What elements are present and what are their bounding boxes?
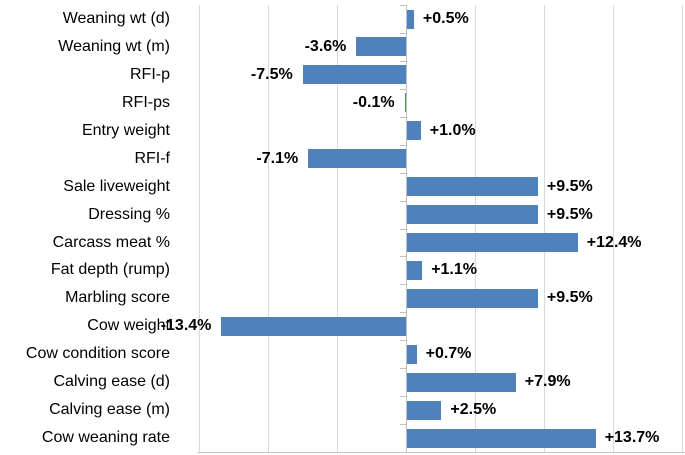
value-axis-line — [198, 452, 685, 453]
category-label: RFI-f — [134, 149, 170, 167]
gridline — [199, 5, 201, 452]
category-label: Fat depth (rump) — [50, 261, 170, 279]
category-label: Cow weaning rate — [41, 429, 170, 446]
category-tick — [400, 5, 406, 6]
gridline — [681, 5, 683, 452]
data-label: +9.5% — [546, 289, 593, 307]
category-tick — [400, 396, 406, 398]
bar — [407, 9, 414, 29]
category-label: RFI-p — [130, 65, 170, 83]
category-tick — [400, 144, 406, 146]
bar — [407, 177, 538, 197]
category-tick — [400, 284, 406, 286]
category-tick — [400, 340, 406, 342]
gridline — [612, 5, 614, 452]
category-tick — [400, 88, 406, 90]
category-tick — [400, 312, 406, 314]
category-label: Sale liveweight — [63, 177, 170, 195]
data-label: +9.5% — [546, 177, 593, 195]
bar — [407, 288, 538, 308]
category-label: RFI-ps — [122, 93, 170, 111]
category-label: Marbling score — [65, 289, 170, 307]
category-label: Weaning wt (m) — [58, 37, 170, 55]
category-tick — [400, 172, 406, 174]
category-tick — [400, 368, 406, 370]
category-tick — [400, 32, 406, 34]
category-tick — [400, 200, 406, 202]
gridline — [543, 5, 545, 452]
gridline — [268, 5, 270, 452]
bar — [407, 121, 421, 141]
category-label: Dressing % — [88, 205, 170, 223]
data-label: -7.1% — [256, 149, 299, 167]
data-label: +1.0% — [429, 121, 476, 139]
data-label: +1.1% — [431, 261, 477, 279]
bar — [404, 93, 406, 113]
data-label: +0.5% — [422, 10, 469, 27]
data-label: +7.9% — [524, 373, 571, 391]
bar — [356, 37, 406, 57]
category-label: Calving ease (m) — [49, 401, 170, 419]
category-label: Entry weight — [81, 121, 170, 139]
category-axis-line — [406, 5, 407, 452]
data-label: -7.5% — [250, 65, 293, 83]
bar — [407, 260, 423, 280]
category-tick — [400, 116, 406, 118]
data-label: -3.6% — [304, 37, 347, 55]
data-label: +2.5% — [450, 401, 497, 419]
gridline — [337, 5, 339, 452]
bar — [308, 149, 406, 169]
data-label: -13.4% — [160, 317, 212, 335]
category-tick — [400, 452, 406, 453]
gridline — [474, 5, 476, 452]
bar — [407, 400, 442, 420]
category-label: Cow condition score — [25, 345, 170, 363]
category-tick — [400, 256, 406, 258]
bar — [407, 428, 596, 448]
bar — [221, 316, 406, 336]
data-label: +13.7% — [604, 429, 660, 446]
bar — [302, 65, 406, 85]
category-label: Carcass meat % — [52, 233, 170, 251]
bar — [407, 344, 417, 364]
data-label: +0.7% — [425, 345, 472, 363]
category-label: Cow weight — [87, 317, 170, 335]
category-tick — [400, 60, 406, 62]
category-tick — [400, 424, 406, 426]
bar — [407, 205, 538, 224]
data-label: +9.5% — [546, 205, 593, 223]
bar — [407, 233, 578, 252]
category-label: Calving ease (d) — [53, 373, 171, 391]
category-label: Weaning wt (d) — [62, 10, 170, 27]
data-label: -0.1% — [352, 93, 395, 111]
bar — [407, 372, 516, 392]
category-tick — [400, 228, 406, 230]
data-label: +12.4% — [586, 233, 642, 251]
